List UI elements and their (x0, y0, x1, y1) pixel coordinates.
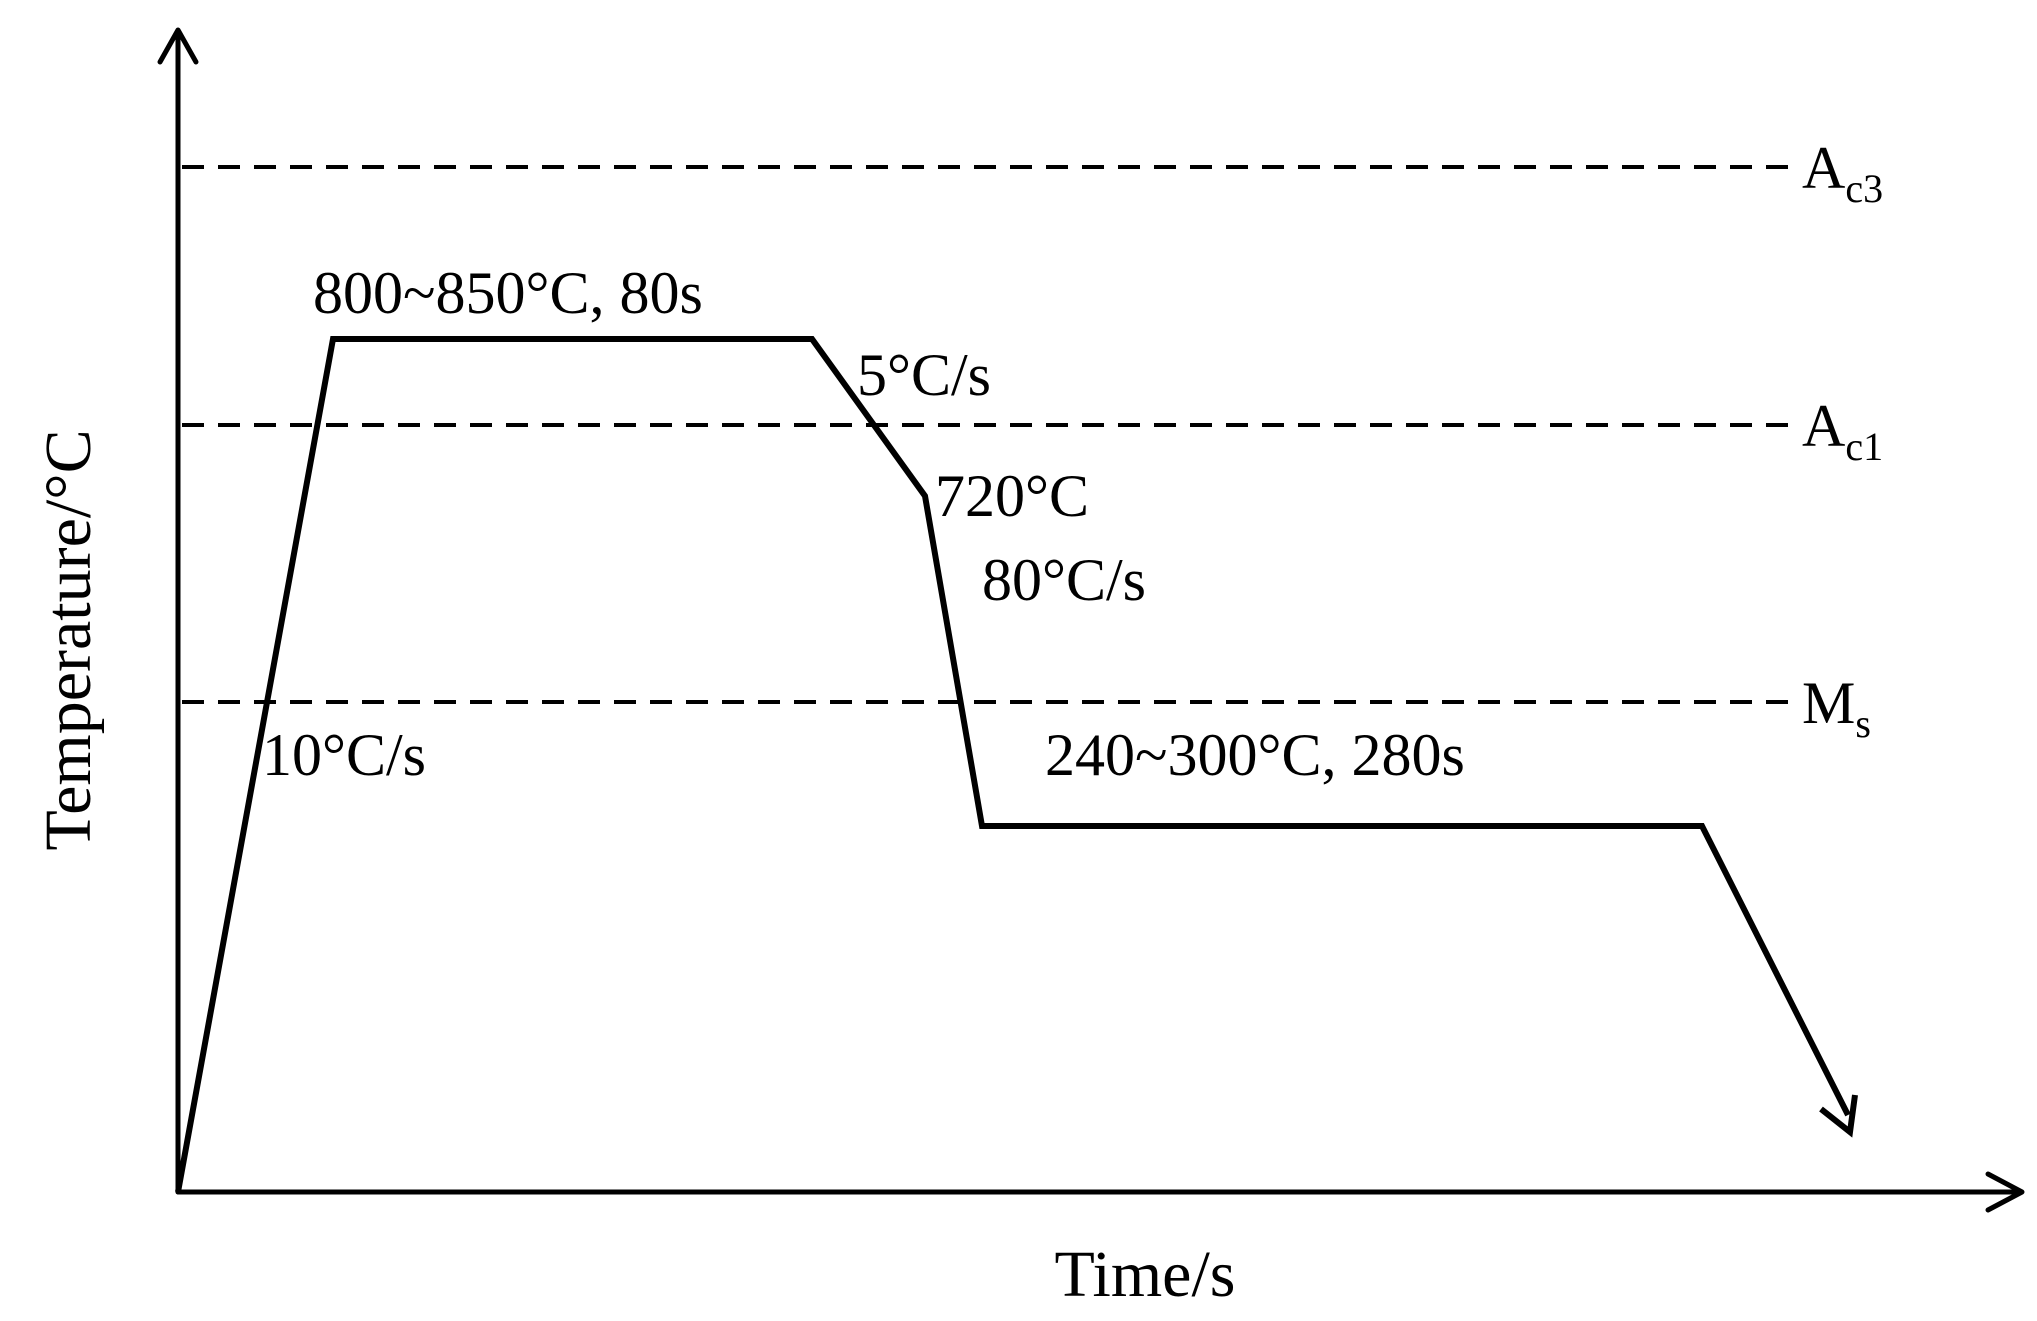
ac3-label: Ac3 (1802, 135, 1883, 211)
process-curve (175, 336, 1858, 1193)
y-axis-arrowhead (157, 27, 199, 65)
slow-cool-rate-label: 5°C/s (857, 342, 991, 408)
ac1-label: Ac1 (1802, 393, 1883, 469)
process-path (175, 336, 1851, 1193)
heating-rate-label: 10°C/s (262, 722, 426, 788)
x-axis-title: Time/s (1055, 1238, 1236, 1311)
intermediate-temp-label: 720°C (935, 463, 1089, 529)
axes (157, 27, 2025, 1213)
cooling-arrowhead (1819, 1094, 1858, 1138)
x-axis-arrowhead (1985, 1171, 2025, 1213)
fast-cool-rate-label: 80°C/s (982, 547, 1146, 613)
y-axis-title: Temperature/°C (32, 429, 105, 850)
critical-lines (182, 165, 1795, 704)
austenitize-label: 800~850°C, 80s (313, 260, 703, 326)
partition-label: 240~300°C, 280s (1045, 722, 1465, 788)
ms-label: Ms (1802, 670, 1871, 746)
